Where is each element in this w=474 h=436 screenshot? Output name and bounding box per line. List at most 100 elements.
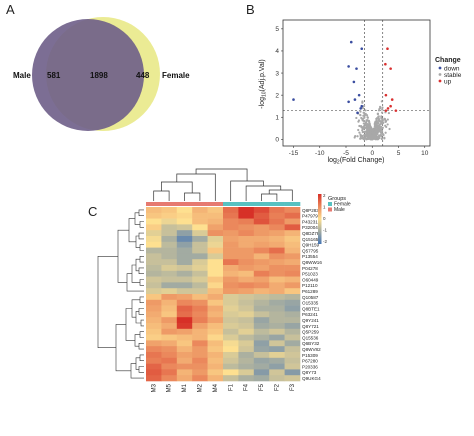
heatmap-cell xyxy=(238,265,255,272)
heatmap-cell xyxy=(146,323,162,330)
heatmap-cell xyxy=(207,288,224,295)
heatmap-cell xyxy=(161,305,178,312)
panel-label-c: C xyxy=(88,204,97,219)
heatmap-cell xyxy=(161,288,178,295)
heatmap-cell xyxy=(223,334,239,341)
heatmap-cell xyxy=(223,247,239,254)
heatmap-cell xyxy=(207,328,224,335)
stable-point xyxy=(368,136,371,140)
heatmap-cell xyxy=(223,294,239,301)
heatmap-row-label: P20336 xyxy=(302,364,318,369)
heatmap-cell xyxy=(207,236,224,243)
heatmap-cell xyxy=(176,299,193,306)
heatmap-cell xyxy=(176,282,193,289)
color-scale-tick: 1 xyxy=(323,205,326,210)
heatmap-row-label: P04278 xyxy=(302,266,318,271)
heatmap-row-label: Q8BTE1 xyxy=(302,306,320,311)
heatmap-cell xyxy=(192,323,208,330)
heatmap-cell xyxy=(146,224,162,231)
down-point xyxy=(347,65,350,68)
stable-point xyxy=(376,117,379,120)
stable-point xyxy=(380,111,384,114)
heatmap-cell xyxy=(284,311,301,318)
heatmap-cell xyxy=(269,346,285,353)
heatmap-cell xyxy=(253,276,270,283)
heatmap-cell xyxy=(161,212,178,219)
stable-point xyxy=(387,111,391,115)
heatmap-cell xyxy=(207,265,224,272)
heatmap-cell xyxy=(207,375,224,382)
heatmap-cell xyxy=(238,352,255,359)
heatmap-cell xyxy=(192,276,208,283)
heatmap-cell xyxy=(238,299,255,306)
down-point xyxy=(356,111,359,115)
heatmap-cell xyxy=(161,334,178,341)
stable-point xyxy=(383,136,386,139)
heatmap-cell xyxy=(223,369,239,376)
heatmap-cell xyxy=(238,369,255,376)
dendrogram-branch xyxy=(195,168,248,181)
stable-point xyxy=(376,112,380,115)
heatmap-cell xyxy=(192,340,208,347)
heatmap-cell xyxy=(161,236,178,243)
heatmap-cell xyxy=(223,230,239,237)
heatmap-cell xyxy=(253,317,270,324)
heatmap-cell xyxy=(223,218,239,225)
heatmap-cell xyxy=(284,317,301,324)
heatmap-cell xyxy=(176,323,193,330)
stable-point xyxy=(375,122,378,125)
volcano-ytick-label: 1 xyxy=(275,115,279,122)
stable-point xyxy=(367,125,370,128)
heatmap-cell xyxy=(176,236,193,243)
group-bar-cell xyxy=(253,202,270,206)
heatmap-cell xyxy=(238,288,255,295)
heatmap-cell xyxy=(176,265,193,272)
dendrogram-branch xyxy=(261,193,278,201)
heatmap-cell xyxy=(223,357,239,364)
heatmap-cell xyxy=(284,253,301,260)
heatmap-cell xyxy=(253,311,270,318)
heatmap-cell xyxy=(223,323,239,330)
heatmap-cell xyxy=(238,334,255,341)
dendrogram-branch xyxy=(135,258,140,272)
stable-point xyxy=(361,129,364,132)
heatmap-cell xyxy=(238,346,255,353)
stable-point xyxy=(381,108,384,111)
stable-point xyxy=(367,120,371,123)
heatmap-cell xyxy=(176,352,193,359)
heatmap-row-label: P61289 xyxy=(302,289,318,294)
heatmap-column-label: F4 xyxy=(244,383,250,391)
heatmap-cell xyxy=(176,218,193,225)
heatmap-cell xyxy=(146,265,162,272)
heatmap-cell xyxy=(146,247,162,254)
heatmap-cell xyxy=(207,317,224,324)
heatmap-cell xyxy=(284,346,301,353)
heatmap-cell xyxy=(269,305,285,312)
heatmap-cell xyxy=(192,218,208,225)
stable-point xyxy=(363,114,367,117)
stable-point xyxy=(374,120,377,123)
heatmap-cell xyxy=(253,375,270,382)
stable-point xyxy=(381,126,384,129)
heatmap-row-label: Q8Y73 xyxy=(302,370,317,375)
volcano-legend-title: Change xyxy=(435,57,461,64)
volcano-plot: -15 -10 -5 0 5 10 0 1 2 3 4 5 log2(Fold Change) -l… xyxy=(259,19,462,166)
venn-circle-male xyxy=(32,19,144,131)
heatmap-cell xyxy=(223,270,239,277)
down-point xyxy=(357,93,361,97)
heatmap-cell xyxy=(161,323,178,330)
venn-diagram: Male Female 581 1898 448 xyxy=(13,17,190,131)
stable-point xyxy=(380,116,383,120)
heatmap-column-label: F3 xyxy=(290,383,296,391)
stable-point xyxy=(361,131,364,134)
heatmap-cell xyxy=(146,328,162,335)
heatmap-cell xyxy=(207,299,224,306)
stable-point xyxy=(366,116,369,119)
heatmap-cell xyxy=(161,369,178,376)
dendrogram-branch xyxy=(138,343,144,350)
heatmap-cell xyxy=(223,328,239,335)
groups-legend-swatch-female xyxy=(328,202,332,206)
volcano-ytick-label: 0 xyxy=(275,137,279,144)
stable-point xyxy=(377,109,381,112)
